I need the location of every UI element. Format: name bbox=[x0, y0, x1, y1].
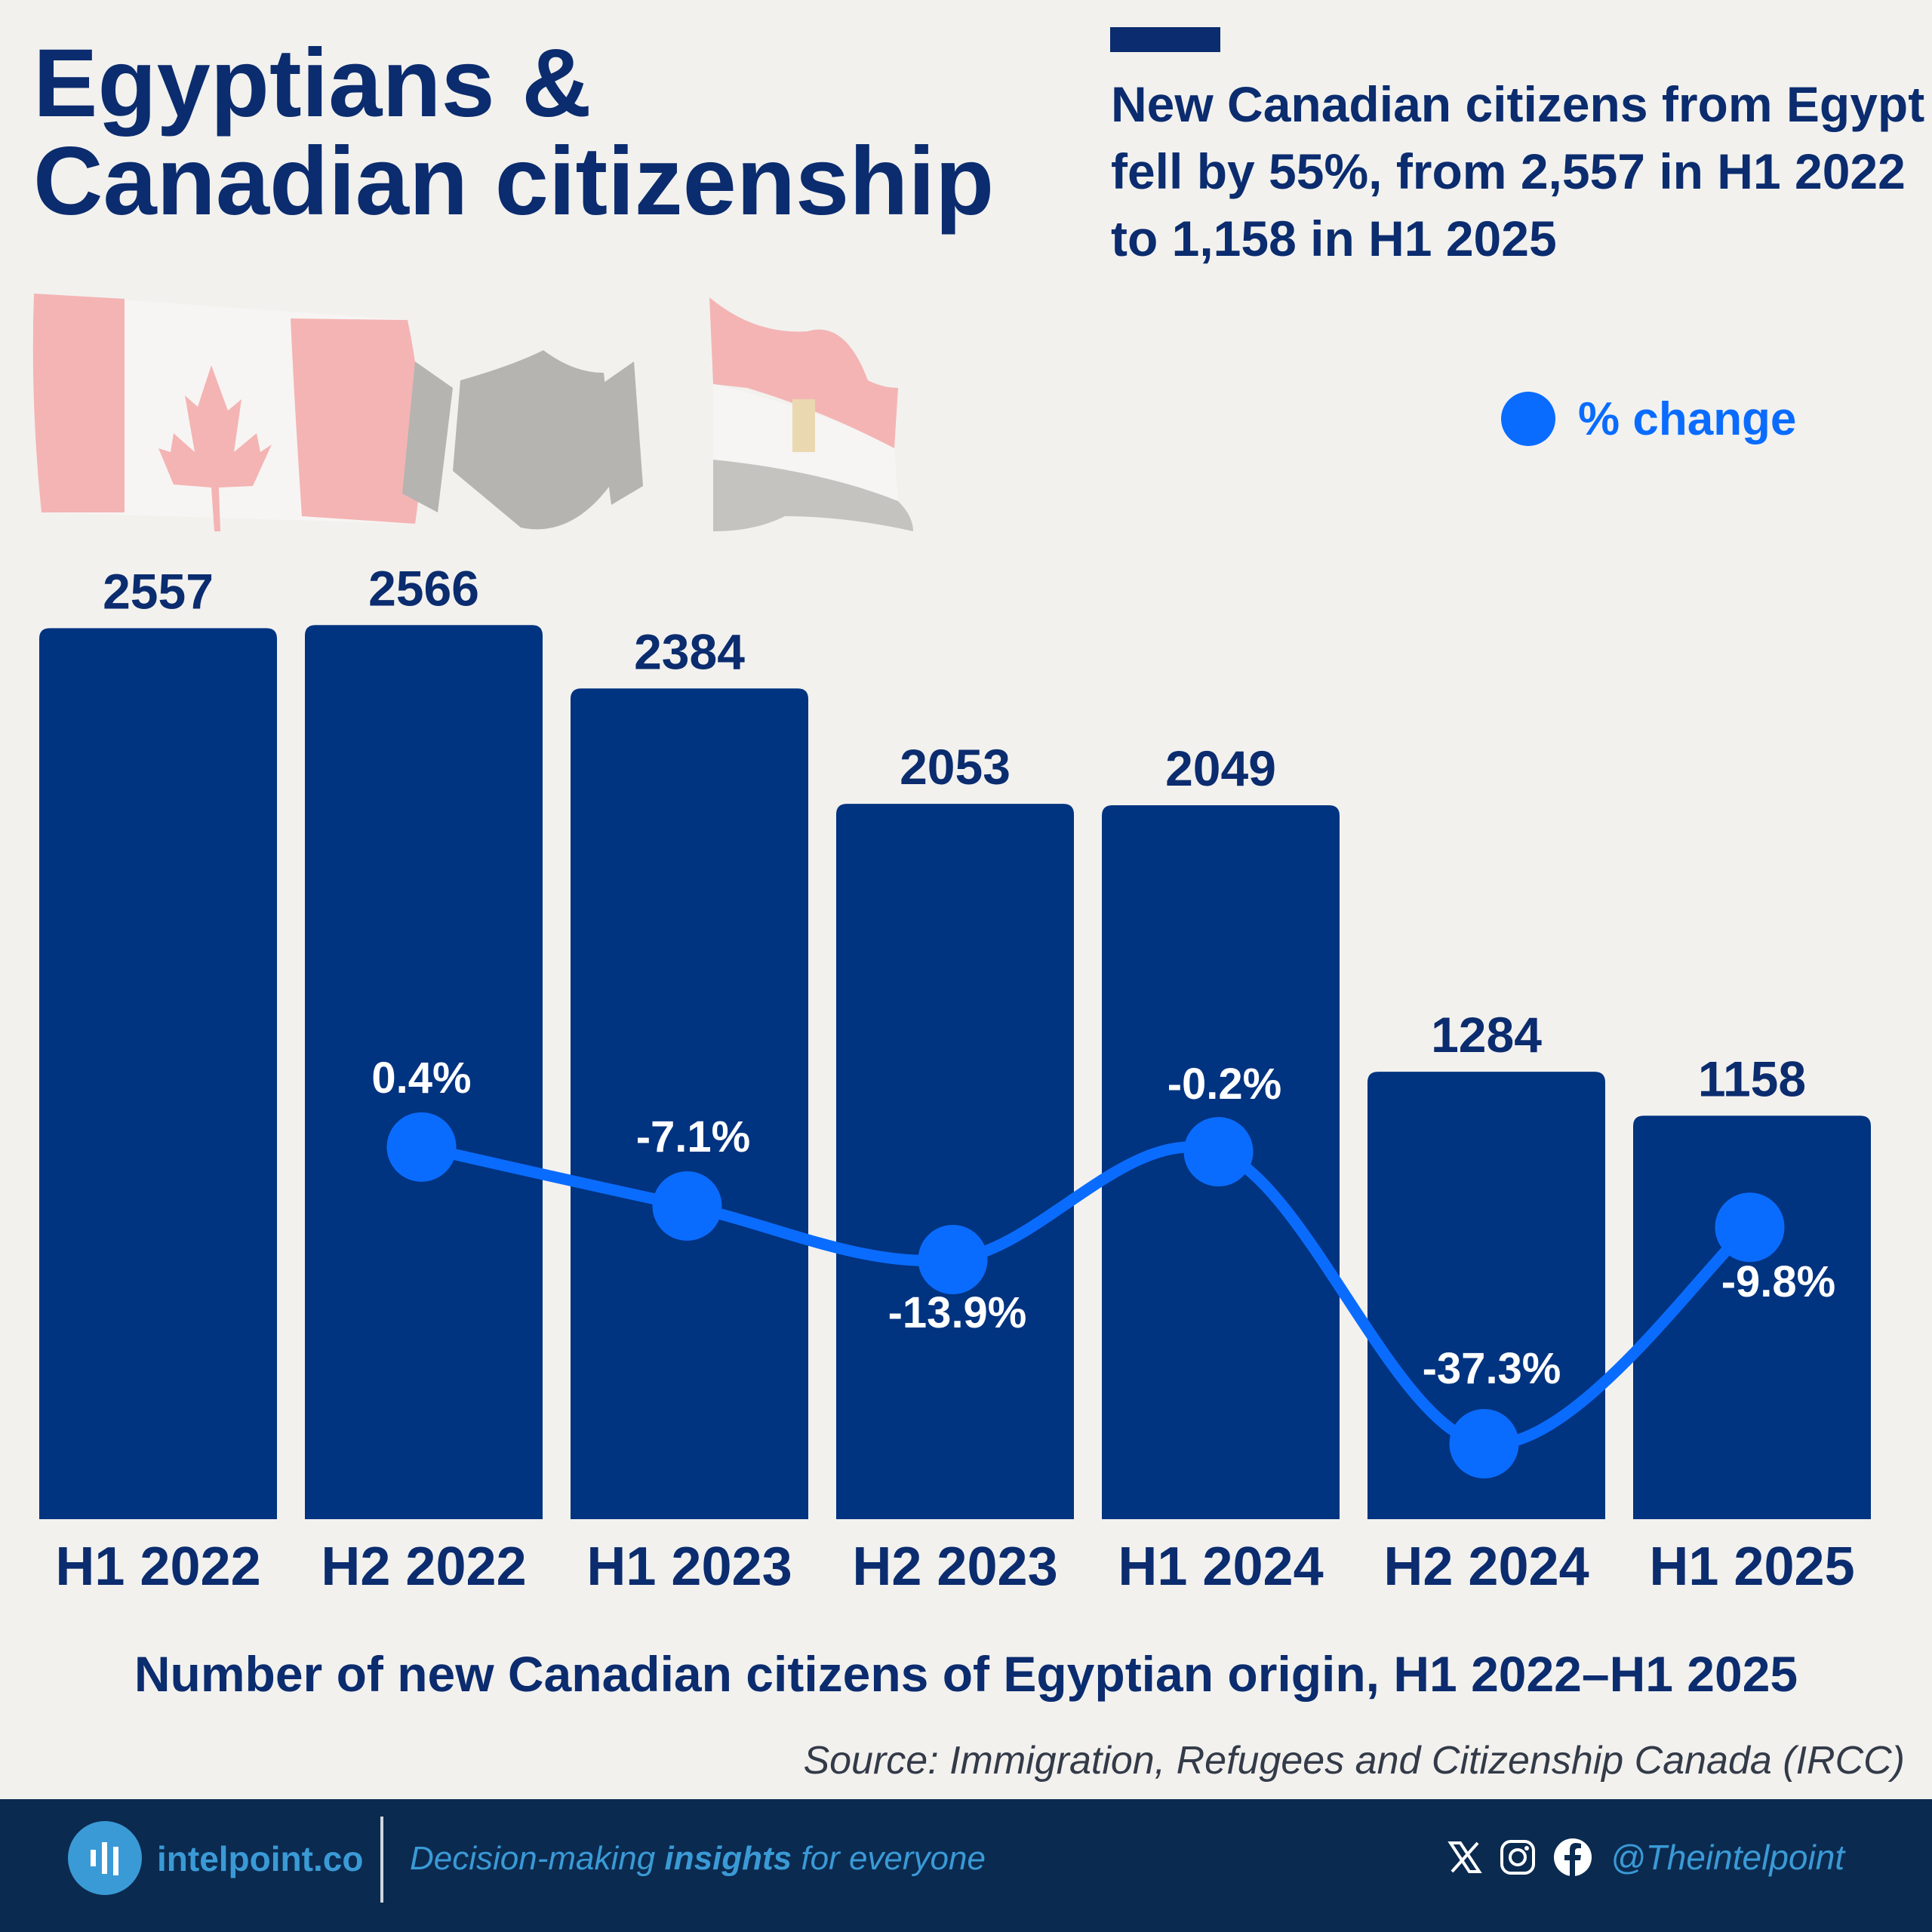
title-line-2: Canadian citizenship bbox=[33, 128, 995, 235]
page-title: Egyptians & Canadian citizenship bbox=[33, 35, 994, 231]
handshake-icon bbox=[402, 350, 643, 530]
accent-bar bbox=[1110, 27, 1220, 52]
pct-change-point bbox=[1715, 1192, 1785, 1263]
x-tick-label: H2 2022 bbox=[321, 1537, 526, 1597]
bar-value-label: 2566 bbox=[368, 560, 479, 616]
pct-change-label: -9.8% bbox=[1721, 1257, 1836, 1306]
legend-dot-icon bbox=[1501, 392, 1555, 446]
bar-value-label: 2384 bbox=[634, 623, 745, 679]
footer-divider bbox=[380, 1817, 383, 1903]
egypt-flag-icon bbox=[709, 297, 913, 531]
brand-link[interactable]: intelpoint.co bbox=[157, 1839, 364, 1878]
x-tick-label: H1 2023 bbox=[586, 1537, 792, 1597]
source-note: Source: Immigration, Refugees and Citize… bbox=[803, 1739, 1905, 1783]
bar-chart: 2557 H1 2022 2566 H2 2022 2384 H1 2023 2053 H2 … bbox=[39, 560, 1871, 1597]
pct-change-point bbox=[652, 1171, 722, 1241]
bar bbox=[39, 628, 277, 1519]
pct-change-point bbox=[1183, 1117, 1254, 1187]
instagram-icon[interactable] bbox=[1499, 1838, 1537, 1876]
pct-change-point bbox=[1449, 1409, 1519, 1479]
x-icon[interactable] bbox=[1447, 1840, 1482, 1875]
bar bbox=[305, 625, 543, 1519]
x-tick-label: H2 2024 bbox=[1383, 1537, 1589, 1597]
bar bbox=[836, 804, 1074, 1519]
pct-change-point bbox=[918, 1224, 988, 1294]
footer bbox=[0, 1799, 1932, 1932]
legend-label: % change bbox=[1578, 392, 1797, 445]
pct-change-label: -7.1% bbox=[636, 1112, 751, 1161]
flags-handshake-illustration bbox=[32, 294, 913, 531]
x-tick-label: H1 2022 bbox=[55, 1537, 260, 1597]
legend: % change bbox=[1501, 392, 1796, 446]
bar bbox=[571, 688, 808, 1520]
facebook-icon[interactable] bbox=[1553, 1838, 1592, 1877]
canada-flag-icon bbox=[32, 294, 421, 531]
x-tick-label: H2 2023 bbox=[852, 1537, 1057, 1597]
pct-change-label: 0.4% bbox=[371, 1054, 471, 1103]
x-tick-label: H1 2024 bbox=[1118, 1537, 1323, 1597]
title-line-1: Egyptians & bbox=[33, 29, 592, 137]
social-links: @Theintelpoint bbox=[1447, 1837, 1844, 1878]
subtitle: New Canadian citizens from Egypt fell by… bbox=[1111, 76, 1925, 266]
x-tick-label: H1 2025 bbox=[1649, 1537, 1854, 1597]
pct-change-point bbox=[386, 1112, 457, 1182]
pct-change-label: -13.9% bbox=[888, 1288, 1027, 1337]
bar-value-label: 2053 bbox=[900, 739, 1011, 795]
social-handle[interactable]: @Theintelpoint bbox=[1611, 1838, 1845, 1877]
pct-change-label: -37.3% bbox=[1423, 1344, 1561, 1393]
tagline: Decision-making insights for everyone bbox=[410, 1840, 986, 1877]
bar-value-label: 2557 bbox=[103, 563, 214, 619]
bar-value-label: 1284 bbox=[1431, 1007, 1542, 1063]
bar bbox=[1633, 1115, 1871, 1519]
chart-caption: Number of new Canadian citizens of Egypt… bbox=[134, 1646, 1798, 1702]
bar-value-label: 2049 bbox=[1165, 740, 1276, 796]
bar-value-label: 1158 bbox=[1698, 1051, 1806, 1106]
intelpoint-logo-icon bbox=[68, 1821, 142, 1895]
pct-change-label: -0.2% bbox=[1168, 1060, 1282, 1109]
